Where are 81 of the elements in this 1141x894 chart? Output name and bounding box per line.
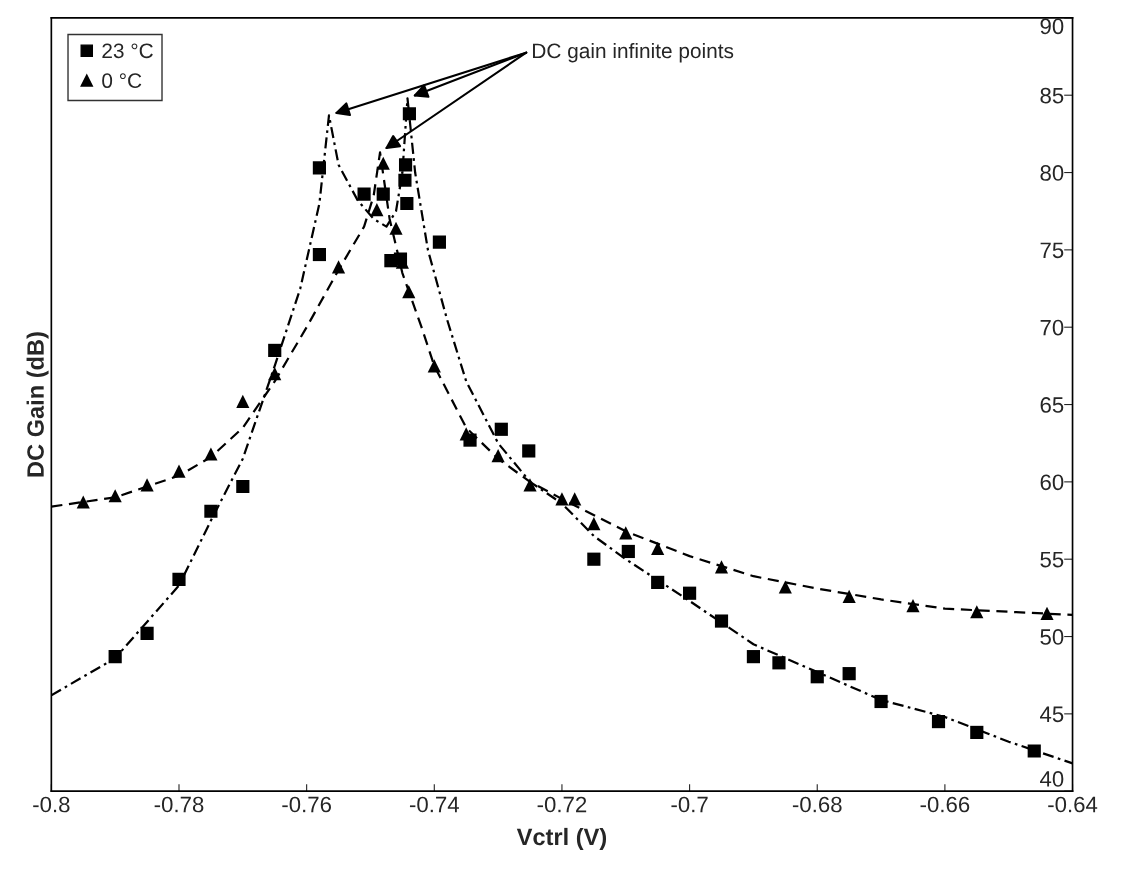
point [587,552,601,566]
point [651,575,665,589]
point [555,492,569,506]
point [619,526,633,540]
y-tick-label: 80 [1040,165,1064,181]
point [370,203,384,217]
x-tick-label: -0.8 [33,796,70,813]
y-tick-label: 70 [1040,319,1064,336]
point [172,464,186,478]
point [587,517,601,531]
point [810,670,824,684]
x-axis-title: Vctrl (V) [516,827,607,850]
x-tick-label: -0.64 [1048,796,1098,813]
point [268,343,282,357]
point [906,599,920,613]
y-tick-label: 75 [1040,242,1064,259]
point [108,489,122,503]
point [714,560,729,574]
point [491,448,505,463]
y-tick-label: 50 [1040,629,1064,645]
x-tick-label: -0.76 [282,796,331,813]
point [400,196,414,211]
y-tick-label: 60 [1040,474,1064,491]
y-tick-label: 40 [1040,771,1064,787]
point [140,478,154,492]
point [398,173,412,187]
point [389,221,403,235]
point [683,586,697,600]
point [402,285,416,299]
point [651,541,665,555]
point [842,589,856,603]
legend-label: 23 °C [102,43,153,59]
point [108,650,122,664]
x-tick-label: -0.74 [409,796,459,813]
point [236,479,250,494]
point [312,247,326,262]
x-tick-label: -0.78 [154,796,204,813]
point [778,580,792,594]
y-tick-label: 65 [1040,397,1064,413]
point [172,572,186,586]
point [76,495,90,509]
x-tick-label: -0.72 [537,796,587,813]
point [236,394,250,409]
y-axis-title: DC Gain (dB) [26,332,49,477]
point [714,614,729,628]
point [1027,744,1041,758]
point [376,187,390,201]
point [398,158,413,172]
point [312,161,326,175]
point [376,156,390,170]
point [331,260,346,274]
point [494,422,508,436]
y-tick-label: 55 [1040,551,1064,568]
point [402,107,416,121]
point [746,650,760,664]
y-tick-label: 45 [1040,706,1064,723]
point [522,444,536,458]
x-tick-label: -0.66 [920,796,970,813]
point [204,504,218,518]
y-tick-label: 90 [1040,18,1064,35]
point [772,656,786,670]
point [432,235,446,249]
annotation: DC gain infinite points [533,42,734,63]
point [523,478,537,492]
x-tick-label: -0.68 [792,796,842,813]
point [970,605,984,619]
point [1040,606,1054,620]
x-tick-label: -0.7 [671,796,708,813]
point [621,544,635,559]
y-tick-label: 85 [1040,87,1064,104]
point [931,715,946,729]
point [568,492,582,506]
point [268,367,282,381]
point [842,667,856,681]
point [427,359,441,373]
point [140,626,154,641]
point [357,187,371,201]
point [970,725,984,740]
legend-label: 0 °C [102,73,142,89]
point [204,447,218,461]
point [874,694,888,709]
